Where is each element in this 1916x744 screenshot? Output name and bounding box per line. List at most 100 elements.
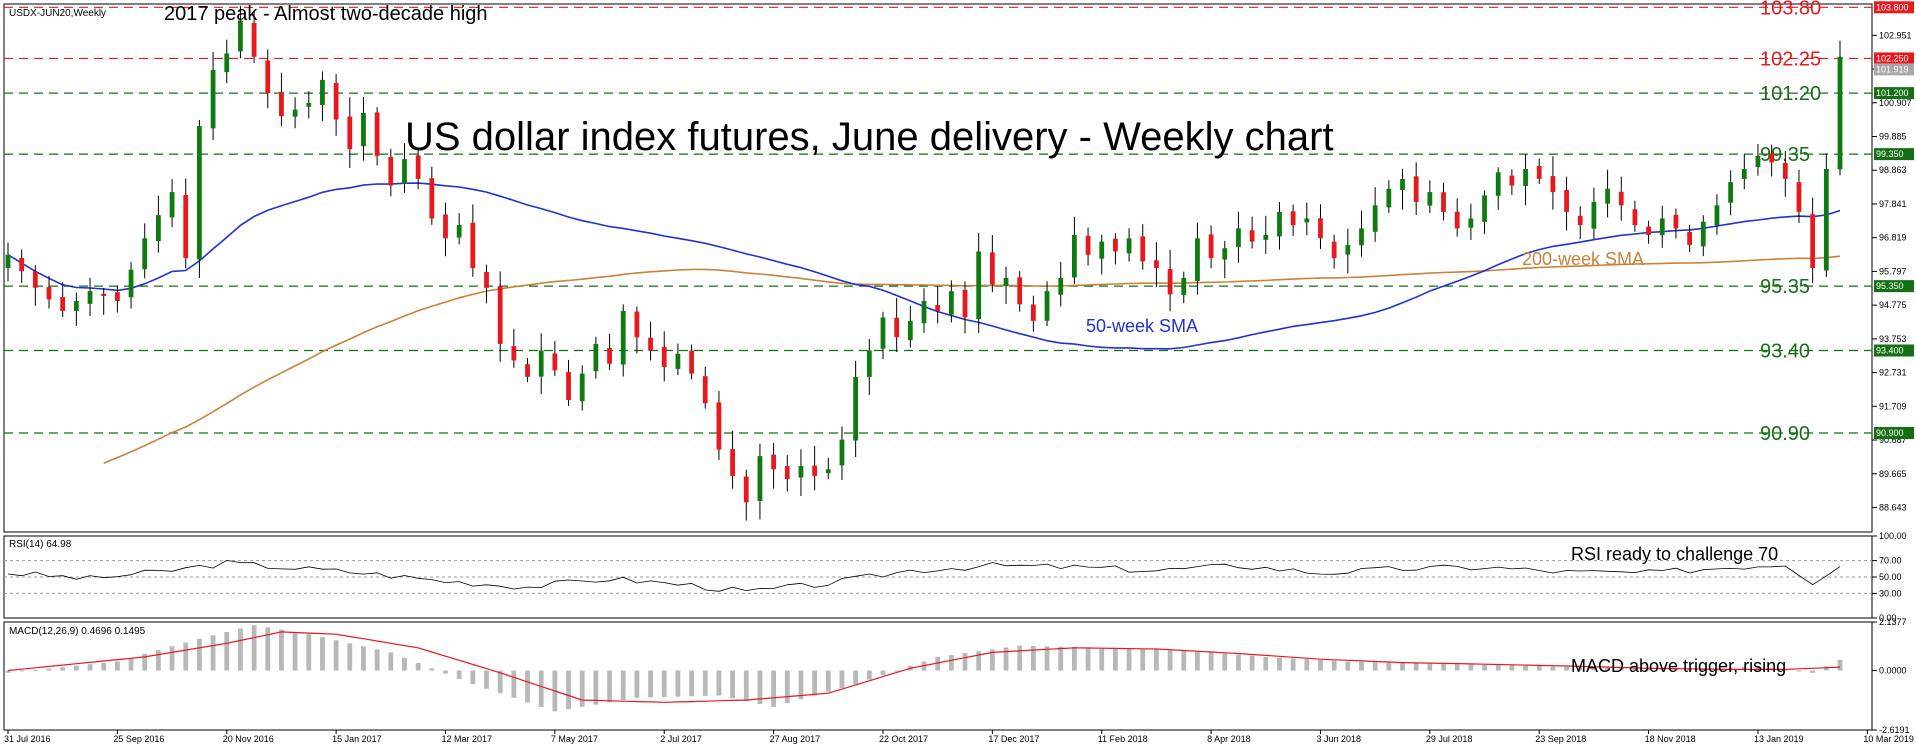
level-tag <box>1874 1 1914 14</box>
candle-up <box>1700 221 1706 247</box>
macd-bar <box>1536 665 1542 671</box>
candle-up <box>757 456 763 501</box>
candle-up <box>1263 235 1269 240</box>
macd-bar <box>1208 652 1214 671</box>
candle-up <box>1359 228 1364 246</box>
macd-bar <box>333 640 339 671</box>
y-tick-label: 102.951 <box>1879 30 1912 40</box>
candle-down <box>46 287 52 300</box>
macd-bar <box>101 662 107 671</box>
sma50-label: 50-week SMA <box>1086 316 1198 336</box>
symbol-label: USDX-JUN20,Weekly <box>9 8 106 19</box>
level-tag-label: 93.400 <box>1876 346 1904 356</box>
candlesticks <box>5 5 1843 521</box>
level-label: 93.40 <box>1760 341 1810 363</box>
macd-bar <box>1085 647 1091 671</box>
level-tag <box>1874 427 1914 439</box>
candle-down <box>1085 235 1091 255</box>
candle-down <box>935 304 941 311</box>
sma200-line <box>103 255 1841 464</box>
candle-down <box>784 466 790 480</box>
macd-bar <box>429 668 435 671</box>
macd-bar <box>183 642 189 671</box>
candle-up <box>169 192 175 218</box>
candle-down <box>1810 214 1816 268</box>
candle-down <box>429 178 435 219</box>
macd-bar <box>566 670 571 710</box>
macd-bar <box>1823 666 1829 671</box>
candle-down <box>19 257 25 272</box>
candle-down <box>114 292 120 301</box>
macd-bar <box>1071 647 1077 671</box>
candle-up <box>1181 277 1187 296</box>
macd-bar <box>470 670 476 685</box>
candle-down <box>1796 182 1802 212</box>
macd-bar <box>114 661 120 671</box>
candle-down <box>415 155 421 179</box>
macd-bar <box>1249 655 1255 671</box>
macd-bar <box>1632 668 1638 671</box>
candle-down <box>1154 260 1159 268</box>
candle-up <box>1591 202 1597 229</box>
macd-bar <box>1263 656 1269 671</box>
macd-bar <box>197 638 202 671</box>
candle-up <box>128 269 134 298</box>
macd-bar <box>1113 648 1118 671</box>
macd-bar <box>1659 668 1665 671</box>
macd-bar <box>142 653 148 671</box>
macd-bar <box>292 631 298 671</box>
macd-bar <box>1673 669 1679 671</box>
candle-up <box>1386 188 1392 208</box>
macd-bar <box>1441 664 1446 671</box>
macd-bar <box>1700 669 1706 671</box>
candle-up <box>1427 192 1433 206</box>
macd-bar <box>579 670 585 707</box>
candle-down <box>443 214 448 239</box>
candle-down <box>511 346 517 361</box>
candle-down <box>1769 153 1775 163</box>
candle-up <box>579 373 585 402</box>
y-tick-label: 89.665 <box>1879 469 1907 479</box>
candle-up <box>675 353 681 369</box>
candle-down <box>661 346 667 367</box>
macd-bar <box>1468 664 1474 671</box>
candle-up <box>1372 205 1378 232</box>
macd-bar <box>1591 667 1597 671</box>
y-tick-label: 93.753 <box>1879 334 1907 344</box>
macd-bar <box>702 670 708 696</box>
candle-down <box>634 311 640 338</box>
candle-up <box>1495 172 1501 196</box>
price-panel-frame <box>3 3 1873 533</box>
level-label: 102.25 <box>1760 48 1821 70</box>
macd-bar <box>634 670 640 698</box>
candle-down <box>470 222 476 268</box>
candle-up <box>197 126 202 260</box>
x-tick-label: 31 Jul 2016 <box>4 734 51 744</box>
macd-bar <box>716 670 722 696</box>
macd-bar <box>784 670 790 704</box>
macd-bar <box>880 670 886 676</box>
candle-up <box>238 20 243 52</box>
macd-bar <box>1837 659 1843 671</box>
candle-up <box>320 79 325 105</box>
candle-up <box>853 376 859 441</box>
macd-bar <box>607 670 612 703</box>
rsi-tick-label: 100.00 <box>1879 531 1907 541</box>
level-tag-label: 103.800 <box>1876 2 1909 12</box>
macd-bar <box>1345 661 1351 671</box>
macd-bar <box>1236 654 1241 671</box>
candle-up <box>1277 211 1282 237</box>
macd-bar <box>1126 648 1132 671</box>
x-tick-label: 7 May 2017 <box>551 734 598 744</box>
candle-down <box>484 271 489 288</box>
macd-bar <box>497 670 503 694</box>
candle-up <box>798 466 804 478</box>
macd-bar <box>1003 647 1009 671</box>
macd-bar <box>1359 661 1364 671</box>
macd-series: 2.1377 0.0000 -2.6191 <box>5 617 1910 735</box>
candle-down <box>1140 236 1146 262</box>
x-tick-label: 13 Jan 2019 <box>1754 734 1804 744</box>
candle-up <box>87 291 93 304</box>
x-tick-label: 11 Feb 2018 <box>1098 734 1148 744</box>
macd-bar <box>948 655 954 671</box>
